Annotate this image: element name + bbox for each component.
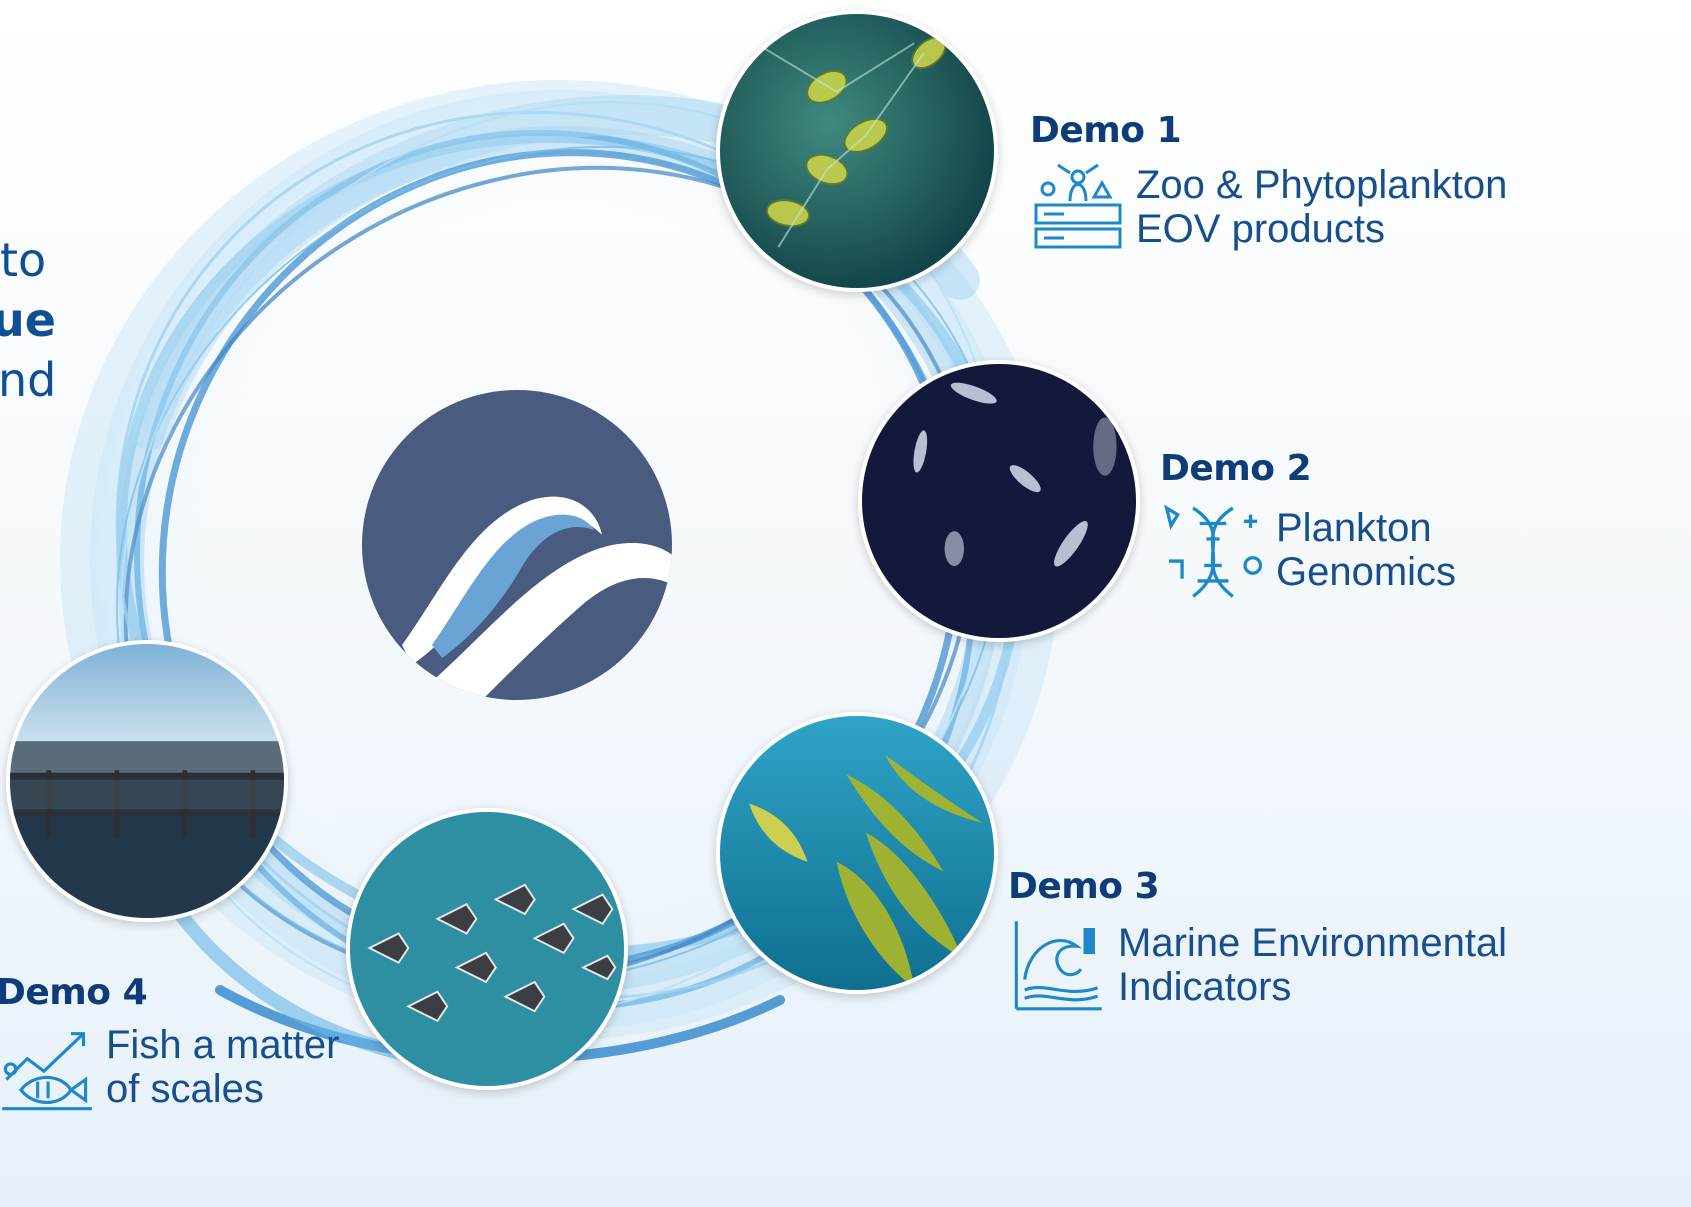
demo-3-block: Demo 3 Marine Environmental Indicators [1008,866,1507,1015]
wave-chart-icon [1008,915,1108,1015]
central-logo [362,390,672,700]
intro-line-2: ue [0,293,56,347]
intro-line-3: nd [0,353,57,407]
demo-4-block: Demo 4 Fish a matter of scales [0,972,339,1117]
dna-genomics-icon [1160,497,1266,603]
demo-2-line-1: Plankton [1276,506,1432,550]
kelp-photo [716,712,998,994]
plankton-database-icon [1030,159,1126,255]
zooplankton-photo [858,360,1140,642]
fish-school-photo [346,808,628,1090]
demo-4-line-1: Fish a matter [106,1023,340,1067]
demo-3-line-2: Indicators [1118,965,1292,1009]
fish-chart-icon [0,1017,96,1117]
demo-2-line-2: Genomics [1276,550,1457,594]
demo-1-block: Demo 1 Zoo & Phytoplankton EOV products [1030,110,1507,255]
demo-4-title: Demo 4 [0,972,148,1013]
demo-4-line-2: of scales [106,1067,264,1111]
demo-3-line-1: Marine Environmental [1118,921,1508,965]
cut-off-intro-text: to ue nd [0,230,64,410]
demo-2-block: Demo 2 Plankton Genomics [1160,448,1456,603]
demo-1-title: Demo 1 [1030,110,1182,151]
demo-2-title: Demo 2 [1160,448,1312,489]
demo-1-line-1: Zoo & Phytoplankton [1136,163,1508,207]
intro-line-1: to [0,233,47,287]
phytoplankton-photo [716,10,998,292]
demo-3-title: Demo 3 [1008,866,1160,907]
demo-1-line-2: EOV products [1136,207,1386,251]
fish-farm-photo [6,640,288,922]
